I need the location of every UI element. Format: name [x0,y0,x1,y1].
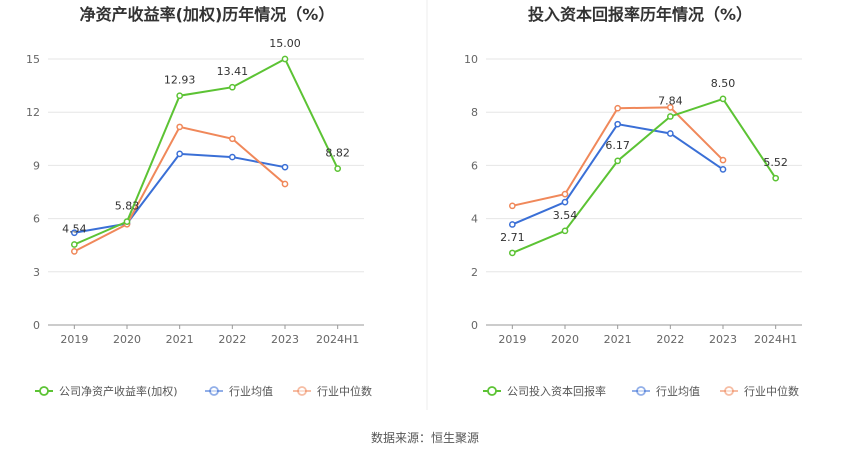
roe-data-label: 5.83 [115,200,140,213]
roe-y-tick-label: 9 [33,159,40,172]
roe-chart: 净资产收益率(加权)历年情况（%） 0 3 6 9 12 15 2019 2020 2021 202… [26,5,372,398]
roe-data-label: 8.82 [325,147,350,160]
legend-label: 行业均值 [229,385,273,398]
roic-series-company-line [511,97,777,254]
roic-data-label: 7.84 [658,94,683,107]
roic-data-label: 8.50 [711,77,736,90]
legend-swatch-marker [209,386,219,396]
source-note: 数据来源：恒生聚源 [371,430,479,445]
roe-series-company-line [73,57,339,246]
roic-series-industry-mean-point [719,166,727,173]
roe-x-tick-label: 2019 [60,333,88,346]
roe-y-tick-label: 15 [26,53,40,66]
roe-series-company-point [176,92,184,100]
legend-swatch-marker [39,386,49,396]
roe-legend-item-industry-median[interactable]: 行业中位数 [293,384,372,398]
roe-legend-item-company[interactable]: 公司净资产收益率(加权) [35,384,178,398]
roic-series-company-point [666,113,674,120]
roe-data-label: 13.41 [217,65,249,78]
roic-x-tick-label: 2022 [656,333,684,346]
roic-series-industry-median-point [719,156,727,164]
roe-y-tick-label: 0 [33,319,40,332]
roe-data-label: 4.54 [62,222,87,235]
roe-series-company-point [228,83,236,91]
roic-series-company-point [561,227,569,235]
legend-label: 行业中位数 [317,384,372,398]
roe-series-industry-mean-point [281,163,289,171]
roic-series-industry-mean-point [666,130,674,137]
roic-series-industry-median-point [614,104,622,112]
roic-y-tick-label: 10 [464,53,478,66]
roe-y-tick-label: 12 [26,106,40,119]
roic-data-label: 3.54 [553,209,578,222]
roe-chart-title: 净资产收益率(加权)历年情况（%） [80,5,335,24]
roe-x-tick-label: 2024H1 [316,333,359,346]
roe-x-tick-label: 2023 [271,333,299,346]
roe-y-tick-label: 6 [33,213,40,226]
roe-series-industry-median-point [70,248,78,255]
roe-series-company-point [70,241,78,248]
roic-x-tick-label: 2021 [604,333,632,346]
roe-series-industry-median-point [176,123,184,131]
roe-data-label: 12.93 [164,74,196,87]
roic-series-company-point [772,174,780,182]
roic-series-industry-mean-point [508,221,516,228]
roic-legend-item-industry-median[interactable]: 行业中位数 [720,384,799,398]
roic-chart: 投入资本回报率历年情况（%） 0 2 4 6 8 10 2019 2020 2021 2022 202… [464,5,802,398]
roe-series-industry-median-line [73,125,286,253]
roe-series-company-point [334,165,342,172]
legend-label: 行业中位数 [744,384,799,398]
roic-series-company-point [508,249,516,257]
legend-label: 行业均值 [656,385,700,398]
roic-data-label: 2.71 [500,231,525,244]
roic-chart-title: 投入资本回报率历年情况（%） [528,5,752,24]
roic-series-company-point [719,95,727,103]
roic-y-tick-label: 4 [471,213,478,226]
roe-x-tick-label: 2021 [166,333,194,346]
legend-swatch-marker [297,386,307,396]
roic-series-industry-median-point [561,190,569,198]
legend-label: 公司投入资本回报率 [507,384,606,398]
roic-y-tick-label: 0 [471,319,478,332]
roic-series-industry-mean-point [561,198,569,206]
roic-legend-item-company[interactable]: 公司投入资本回报率 [483,384,606,398]
roic-x-tick-label: 2019 [498,333,526,346]
legend-label: 公司净资产收益率(加权) [59,384,178,398]
roic-data-label: 5.52 [763,156,788,169]
legend-swatch-marker [487,386,497,396]
roe-series-industry-mean-point [228,153,236,161]
roe-y-tick-label: 3 [33,266,40,279]
roic-x-tick-label: 2023 [709,333,737,346]
roic-series-industry-median-point [666,104,674,111]
legend-swatch-marker [636,386,646,396]
roic-x-tick-label: 2024H1 [754,333,797,346]
roe-x-tick-label: 2022 [218,333,246,346]
roic-y-tick-label: 6 [471,159,478,172]
roic-series-company-point [614,157,622,165]
roic-series-industry-median-point [508,202,516,210]
roic-data-label: 6.17 [605,139,630,152]
roic-legend-item-industry-mean[interactable]: 行业均值 [632,385,700,398]
roic-y-tick-label: 8 [471,106,478,119]
roe-series-company-point [281,55,289,63]
roic-y-tick-label: 2 [471,266,478,279]
roe-x-tick-label: 2020 [113,333,141,346]
roe-series-company-point [123,218,131,225]
roe-series-industry-mean-point [176,150,184,158]
roic-x-tick-label: 2020 [551,333,579,346]
roic-series-industry-mean-point [614,120,622,128]
roe-series-industry-median-point [281,180,289,188]
roe-series-industry-median-point [228,135,236,143]
legend-swatch-marker [724,386,734,396]
roe-legend-item-industry-mean[interactable]: 行业均值 [205,385,273,398]
roe-data-label: 15.00 [269,37,301,50]
roe-series-industry-mean-point [70,229,78,237]
